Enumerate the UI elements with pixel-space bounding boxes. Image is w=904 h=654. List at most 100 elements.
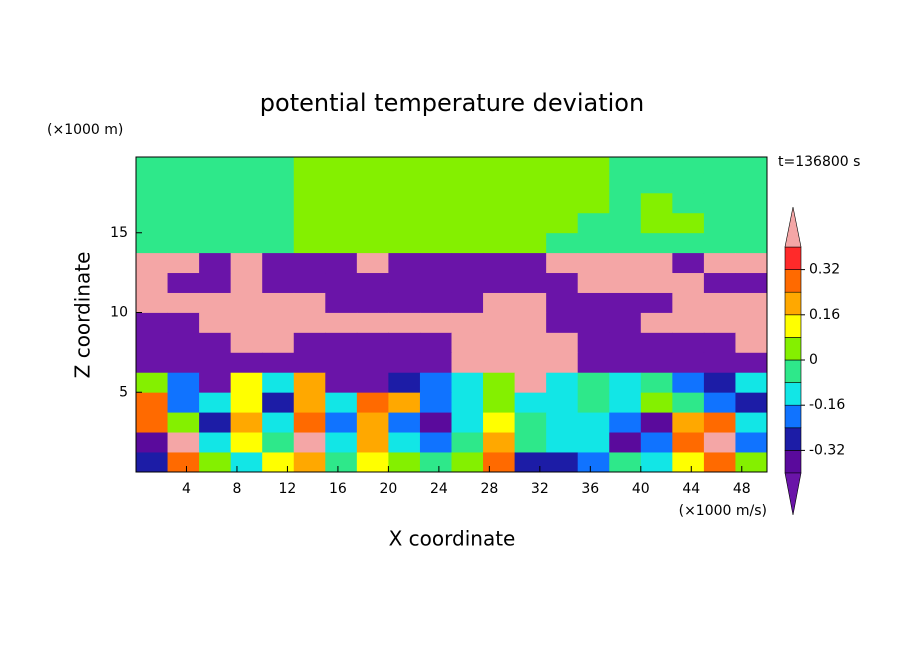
contour-cell [735,193,767,214]
contour-cell [672,372,705,394]
x-tick-label: 4 [182,481,191,497]
contour-cell [167,233,200,254]
contour-cell [546,233,579,254]
x-tick-label: 20 [379,481,397,497]
contour-cell [419,332,452,354]
contour-cell [199,193,232,214]
colorbar-box [784,314,802,338]
contour-cell [672,312,705,334]
y-tick-label: 10 [110,305,128,321]
contour-cell [703,233,736,254]
contour-cell [199,392,232,414]
x-tick-label: 48 [733,481,751,497]
contour-cell [356,372,389,394]
contour-cell [136,332,169,354]
contour-cell [703,352,736,374]
contour-cell [703,372,736,394]
contour-cell [356,412,389,434]
contour-cell [514,432,547,453]
contour-cell [703,173,736,194]
contour-cell [451,292,484,314]
contour-cell [388,392,421,414]
contour-cell [735,392,767,414]
contour-cell [356,173,389,194]
contour-cell [640,372,673,394]
contour-cell [703,213,736,234]
contour-cell [735,173,767,194]
contour-cell [167,312,200,334]
contour-cell [230,193,263,214]
contour-cell [356,292,389,314]
contour-cell [230,452,263,472]
contour-cell [419,273,452,294]
contour-cell [388,233,421,254]
contour-cell [388,412,421,434]
contour-cell [609,292,642,314]
contour-cell [609,432,642,453]
contour-cell [609,157,642,174]
contour-cell [609,253,642,274]
contour-cell [735,452,767,472]
contour-cell [325,253,358,274]
contour-cell [609,352,642,374]
contour-cell [230,332,263,354]
contour-cell [609,372,642,394]
contour-cell [483,157,516,174]
y-unit: (×1000 m) [47,122,123,138]
contour-cell [325,233,358,254]
contour-cell [293,253,326,274]
contour-cell [262,213,295,234]
contour-cell [325,312,358,334]
contour-cell [451,273,484,294]
contour-cell [640,173,673,194]
contour-cell [735,412,767,434]
contour-cell [136,412,169,434]
contour-cell [640,332,673,354]
contour-cell [199,332,232,354]
y-axis-label: Z coordinate [71,252,95,379]
contour-cell [546,312,579,334]
contour-cell [419,392,452,414]
contour-cell [609,452,642,472]
contour-cell [451,233,484,254]
contour-cell [293,312,326,334]
x-unit: (×1000 m/s) [679,503,767,519]
contour-cell [325,193,358,214]
contour-cell [325,173,358,194]
contour-cell [483,332,516,354]
contour-cell [293,292,326,314]
contour-cell [356,253,389,274]
contour-cell [577,372,610,394]
contour-cell [483,312,516,334]
contour-cell [419,372,452,394]
chart-title: potential temperature deviation [260,89,644,117]
contour-cell [451,213,484,234]
contour-cell [167,193,200,214]
x-tick-label: 24 [430,481,448,497]
contour-cell [262,352,295,374]
colorbar-box [784,337,802,361]
contour-cell [293,193,326,214]
colorbar-box [784,359,802,383]
contour-cell [388,213,421,234]
x-tick-label: 16 [329,481,347,497]
contour-field [136,157,767,472]
contour-cell [356,332,389,354]
contour-cell [703,157,736,174]
contour-cell [293,157,326,174]
contour-cell [514,372,547,394]
contour-cell [356,432,389,453]
contour-cell [703,392,736,414]
contour-cell [577,173,610,194]
contour-cell [609,193,642,214]
contour-cell [703,253,736,274]
contour-cell [640,292,673,314]
colorbar-box [784,382,802,406]
contour-cell [546,253,579,274]
contour-cell [325,452,358,472]
contour-cell [136,392,169,414]
colorbar-box [784,291,802,316]
contour-cell [388,292,421,314]
contour-cell [293,233,326,254]
contour-cell [451,312,484,334]
